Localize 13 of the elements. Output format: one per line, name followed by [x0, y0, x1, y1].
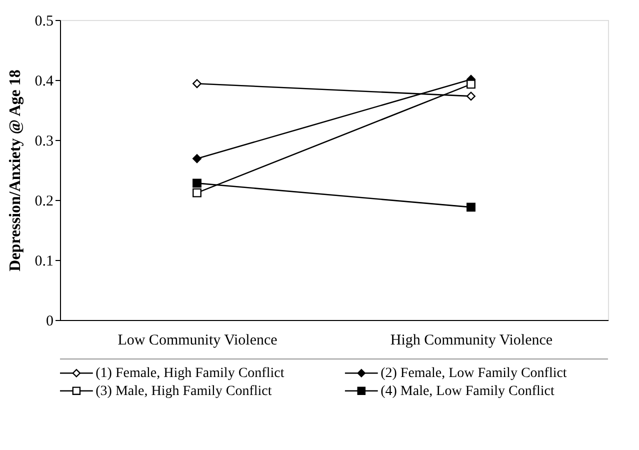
legend-label: (3) Male, High Family Conflict — [96, 384, 272, 399]
legend-label: (2) Female, Low Family Conflict — [380, 366, 567, 382]
y-axis-title: Depression/Anxiety @ Age 18 — [6, 70, 24, 272]
y-tick-label: 0.4 — [34, 74, 54, 90]
x-tick-label: High Community Violence — [390, 332, 553, 348]
y-tick-label: 0 — [46, 314, 54, 330]
y-tick-label: 0.2 — [34, 194, 54, 210]
legend-label: (4) Male, Low Family Conflict — [380, 384, 554, 399]
y-tick-label: 0.1 — [34, 254, 54, 270]
y-tick-label: 0.5 — [34, 14, 54, 30]
legend-label: (1) Female, High Family Conflict — [96, 366, 284, 382]
x-tick-label: Low Community Violence — [118, 332, 278, 348]
y-tick-label: 0.3 — [34, 134, 54, 150]
